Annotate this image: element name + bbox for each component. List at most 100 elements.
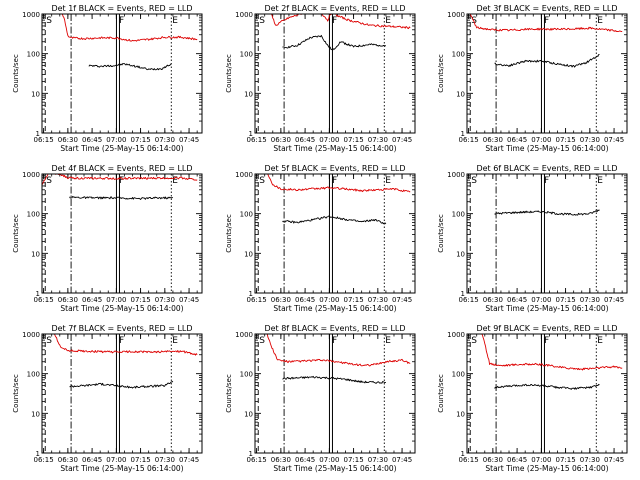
y-tick-label: 1 <box>461 290 465 298</box>
y-tick-label: 1000 <box>235 171 253 179</box>
marker-label: S <box>46 336 52 346</box>
panel-3: Det 3f BLACK = Events, RED = LLD 1 10 100 10… <box>437 4 628 153</box>
marker-label: E <box>597 16 603 26</box>
marker-label: E <box>172 336 178 346</box>
y-tick-label: 10 <box>456 250 465 258</box>
x-tick-label: 06:45 <box>295 296 315 304</box>
x-axis-label: Start Time (25-May-15 06:14:00) <box>60 464 183 473</box>
panel-title: Det 8f BLACK = Events, RED = LLD <box>264 324 405 333</box>
x-tick-label: 07:30 <box>155 136 175 144</box>
marker-label: F <box>332 336 337 346</box>
x-tick-label: 06:15 <box>247 296 267 304</box>
y-tick-label: 1000 <box>22 171 40 179</box>
y-tick-label: 1000 <box>22 11 40 19</box>
x-tick-label: 07:15 <box>130 296 150 304</box>
data-layer <box>266 334 411 384</box>
y-tick-label: 100 <box>240 371 253 379</box>
x-tick-label: 06:15 <box>247 456 267 464</box>
data-layer <box>53 334 198 389</box>
x-axis-label: Start Time (25-May-15 06:14:00) <box>485 304 608 313</box>
x-tick-label: 07:00 <box>319 456 339 464</box>
x-tick-label: 06:45 <box>295 456 315 464</box>
x-tick-label: 06:30 <box>483 136 503 144</box>
x-tick-label: 06:45 <box>82 296 102 304</box>
panel-title: Det 6f BLACK = Events, RED = LLD <box>476 164 617 173</box>
x-tick-label: 06:45 <box>82 456 102 464</box>
events-series <box>282 34 387 51</box>
x-axis-label: Start Time (25-May-15 06:14:00) <box>60 304 183 313</box>
y-axis-label: Counts/sec <box>225 54 233 93</box>
y-tick-label: 1 <box>36 290 40 298</box>
plot-frame <box>254 13 416 134</box>
x-tick-label: 07:30 <box>368 296 388 304</box>
x-tick-label: 06:15 <box>459 456 479 464</box>
lld-series <box>267 174 411 193</box>
marker-label: S <box>46 176 52 186</box>
x-tick-label: 07:15 <box>555 296 575 304</box>
y-axis-label: Counts/sec <box>12 374 20 413</box>
marker-label: F <box>332 176 337 186</box>
marker-label: F <box>332 16 337 26</box>
y-tick-label: 1000 <box>235 11 253 19</box>
plot-frame <box>41 333 203 454</box>
marker-label: S <box>259 336 265 346</box>
y-tick-label: 10 <box>31 410 40 418</box>
x-tick-label: 07:00 <box>531 296 551 304</box>
panel-title: Det 1f BLACK = Events, RED = LLD <box>51 4 192 13</box>
x-tick-label: 07:00 <box>319 296 339 304</box>
y-tick-label: 1000 <box>447 331 465 339</box>
x-tick-label: 06:15 <box>34 456 54 464</box>
y-tick-label: 100 <box>452 211 465 219</box>
marker-label: E <box>172 16 178 26</box>
plot-frame <box>466 333 628 454</box>
x-tick-label: 07:00 <box>106 136 126 144</box>
events-series <box>282 375 386 384</box>
data-layer <box>267 174 411 225</box>
marker-label: F <box>119 336 124 346</box>
y-tick-label: 1 <box>36 450 40 458</box>
x-tick-label: 07:45 <box>392 456 412 464</box>
x-tick-label: 06:45 <box>82 136 102 144</box>
x-tick-label: 07:45 <box>392 136 412 144</box>
x-tick-label: 07:30 <box>580 456 600 464</box>
y-axis-label: Counts/sec <box>12 54 20 93</box>
y-axis-label: Counts/sec <box>225 374 233 413</box>
data-layer <box>469 14 623 68</box>
y-tick-label: 10 <box>244 90 253 98</box>
x-tick-label: 06:30 <box>483 456 503 464</box>
events-series <box>494 383 600 390</box>
x-tick-label: 07:15 <box>343 456 363 464</box>
y-tick-label: 1 <box>461 450 465 458</box>
marker-label: E <box>597 336 603 346</box>
events-series <box>494 209 600 216</box>
y-tick-label: 1000 <box>447 171 465 179</box>
x-tick-label: 07:30 <box>368 456 388 464</box>
x-axis-label: Start Time (25-May-15 06:14:00) <box>273 464 396 473</box>
x-axis-label: Start Time (25-May-15 06:14:00) <box>485 144 608 153</box>
x-axis-label: Start Time (25-May-15 06:14:00) <box>273 144 396 153</box>
plot-frame <box>466 173 628 294</box>
events-series <box>88 63 172 71</box>
x-tick-label: 07:15 <box>343 296 363 304</box>
y-axis-label: Counts/sec <box>437 214 445 253</box>
x-tick-label: 07:45 <box>392 296 412 304</box>
lld-series <box>481 334 623 371</box>
y-axis-label: Counts/sec <box>437 374 445 413</box>
data-layer <box>270 14 411 51</box>
y-tick-label: 10 <box>31 250 40 258</box>
lld-series <box>42 174 198 186</box>
panel-9: Det 9f BLACK = Events, RED = LLD 1 10 100 10… <box>437 324 628 473</box>
x-tick-label: 07:15 <box>130 136 150 144</box>
y-axis-label: Counts/sec <box>225 214 233 253</box>
panel-title: Det 9f BLACK = Events, RED = LLD <box>476 324 617 333</box>
panel-4: Det 4f BLACK = Events, RED = LLD 1 10 100 10… <box>12 164 203 313</box>
y-tick-label: 100 <box>240 211 253 219</box>
marker-label: S <box>471 16 477 26</box>
x-tick-label: 06:15 <box>459 296 479 304</box>
plot-frame <box>254 333 416 454</box>
plot-frame <box>254 173 416 294</box>
panel-1: Det 1f BLACK = Events, RED = LLD 1 10 100 10… <box>12 4 203 153</box>
x-tick-label: 07:30 <box>580 136 600 144</box>
panel-2: Det 2f BLACK = Events, RED = LLD 1 10 100 10… <box>225 4 416 153</box>
